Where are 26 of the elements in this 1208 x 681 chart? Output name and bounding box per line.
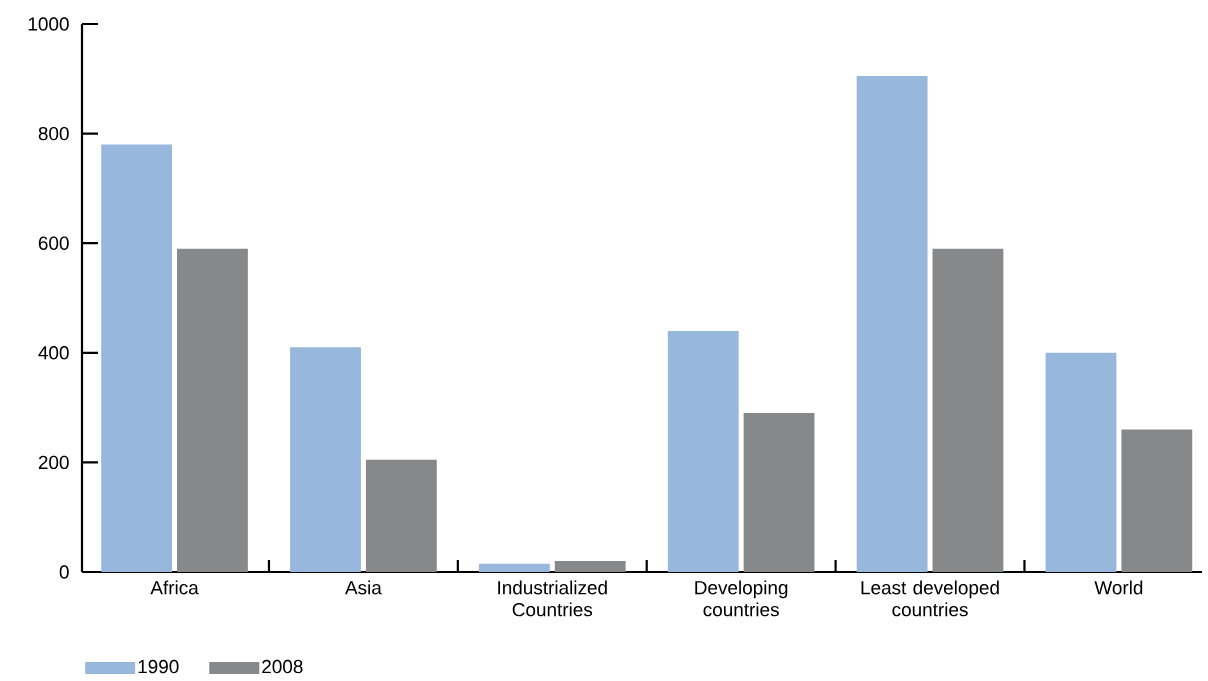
y-tick-label: 800	[38, 126, 69, 141]
y-tick-label: 600	[38, 236, 69, 250]
bar	[554, 561, 626, 572]
x-tick-label: Industrialized Countries	[498, 580, 607, 617]
bar	[932, 248, 1004, 572]
bar	[667, 330, 739, 572]
bar	[1045, 352, 1117, 572]
x-tick-label: Asia	[345, 580, 382, 595]
y-tick-label: 0	[59, 565, 69, 579]
x-tick-label: Developing countries	[695, 580, 788, 617]
bar	[1121, 429, 1193, 572]
x-tick-label: Africa	[150, 580, 199, 595]
bar	[856, 76, 928, 572]
bar	[101, 144, 173, 572]
bar	[478, 563, 550, 572]
legend-label: 2008	[262, 659, 303, 674]
x-tick-label: Least developed countries	[861, 580, 999, 617]
y-tick-label: 1000	[28, 17, 69, 31]
y-tick-label: 200	[38, 455, 69, 470]
x-tick-label: World	[1094, 580, 1143, 595]
legend-label: 1990	[138, 659, 179, 674]
y-tick-label: 400	[38, 346, 69, 360]
bar	[365, 459, 437, 572]
bar	[743, 413, 815, 572]
bar	[290, 347, 361, 572]
bar	[177, 248, 248, 572]
